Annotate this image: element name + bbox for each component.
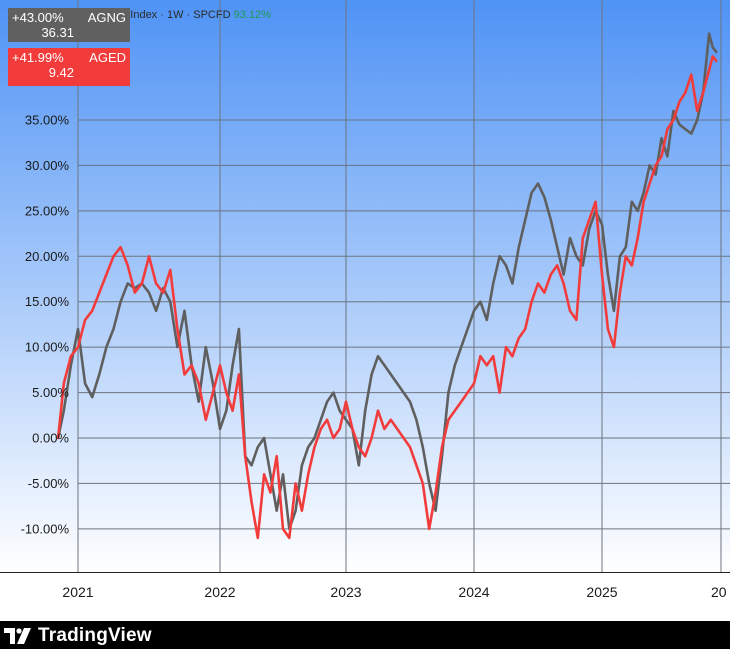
- x-tick-label: 2023: [330, 584, 361, 600]
- x-axis-background: [0, 572, 730, 621]
- x-tick-label: 2022: [204, 584, 235, 600]
- y-tick-label: 15.00%: [25, 294, 70, 309]
- x-tick-label: 2025: [586, 584, 617, 600]
- header-change: 93.12%: [233, 9, 271, 21]
- y-tick-label: 5.00%: [32, 385, 69, 400]
- legend-aged-pct: +41.99%: [12, 50, 64, 65]
- chart-canvas: 35.00% 30.00% 25.00% 20.00% 15.00% 10.00% 5.00…: [0, 0, 730, 621]
- y-axis: 35.00% 30.00% 25.00% 20.00% 15.00% 10.00% 5.00…: [21, 113, 70, 537]
- series-line-aged: [56, 55, 718, 540]
- y-tick-label: 0.00%: [32, 431, 69, 446]
- plot-background: [0, 0, 730, 572]
- y-tick-label: 25.00%: [25, 203, 70, 218]
- x-axis: 2021 2022 2023 2024 2025 20: [62, 584, 726, 600]
- y-tick-label: -10.00%: [21, 521, 70, 536]
- y-tick-label: 20.00%: [25, 249, 70, 264]
- tradingview-brand[interactable]: TradingView: [4, 625, 152, 647]
- footer-bar: TradingView: [0, 621, 730, 649]
- legend-agng[interactable]: +43.00% AGNG 36.31: [8, 8, 130, 42]
- y-tick-label: -5.00%: [28, 476, 70, 491]
- y-tick-label: 10.00%: [25, 340, 70, 355]
- x-tick-label: 2024: [458, 584, 489, 600]
- legend-aged-value: 9.42: [48, 65, 74, 80]
- legend-agng-pct: +43.00%: [12, 10, 64, 25]
- x-tick-label: 2021: [62, 584, 93, 600]
- y-tick-label: 35.00%: [25, 113, 70, 128]
- legend-agng-ticker: AGNG: [87, 10, 126, 25]
- series-lines: [56, 32, 718, 540]
- tradingview-logo-icon: [4, 628, 31, 644]
- legend-aged-ticker: AGED: [89, 50, 126, 65]
- brand-name: TradingView: [38, 625, 152, 646]
- x-tick-label: 20: [711, 584, 727, 600]
- legend-aged[interactable]: +41.99% AGED 9.42: [8, 48, 130, 86]
- y-tick-label: 30.00%: [25, 158, 70, 173]
- legend-agng-value: 36.31: [41, 25, 74, 40]
